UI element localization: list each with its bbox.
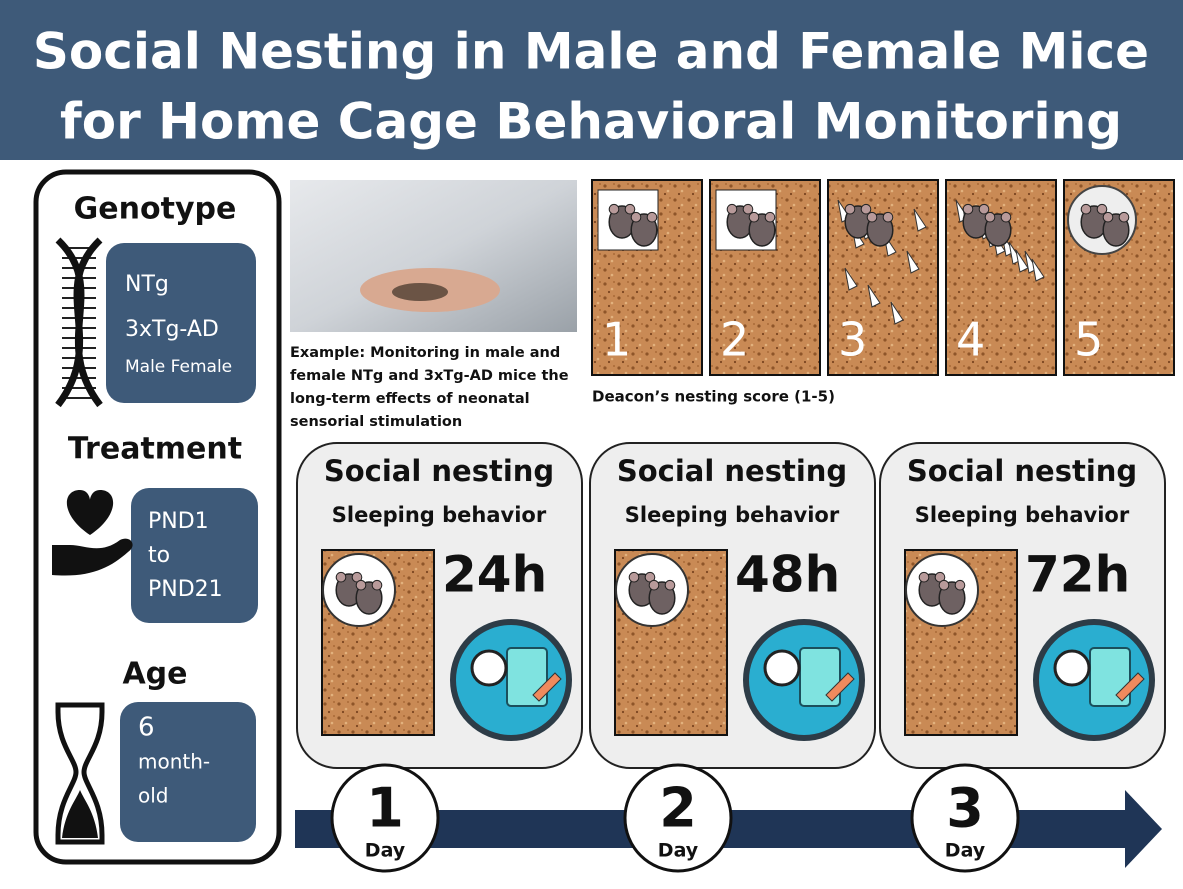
panel-title: Social nesting xyxy=(907,454,1137,488)
mouse-ear xyxy=(883,212,893,222)
infographic: Social Nesting in Male and Female Mice fo… xyxy=(0,0,1183,885)
stopwatch xyxy=(1055,651,1089,685)
nest-score: 5 xyxy=(1074,313,1103,367)
section-heading: Genotype xyxy=(74,192,237,227)
mouse-ear xyxy=(665,580,675,590)
mouse-ear xyxy=(985,212,995,222)
mouse-ear xyxy=(743,204,753,214)
section-line: month- xyxy=(138,750,210,774)
mouse-ear xyxy=(765,212,775,222)
mouse-ear xyxy=(867,212,877,222)
section-line: 6 xyxy=(138,713,155,743)
day-unit: Day xyxy=(658,840,699,862)
photo-caption: Example: Monitoring in male and xyxy=(290,345,560,361)
mouse-ear xyxy=(979,204,989,214)
photo-caption: sensorial stimulation xyxy=(290,414,462,430)
mouse-ear xyxy=(919,572,929,582)
mouse-ear xyxy=(356,580,366,590)
mouse-ear xyxy=(939,580,949,590)
mouse-ear xyxy=(609,204,619,214)
photo-caption: female NTg and 3xTg-AD mice the xyxy=(290,368,569,384)
section-line: PND1 xyxy=(148,509,209,534)
page: {"header": {"title_lines": ["Social Nest… xyxy=(0,0,1183,885)
nest-caption: Deacon’s nesting score (1-5) xyxy=(592,388,835,406)
panel-subtitle: Sleeping behavior xyxy=(915,503,1130,527)
section-line: NTg xyxy=(125,272,169,297)
nest-score: 2 xyxy=(720,313,749,367)
mouse-ear xyxy=(963,204,973,214)
panel-duration: 48h xyxy=(735,546,840,604)
mouse-ear xyxy=(1103,212,1113,222)
mouse-ear xyxy=(336,572,346,582)
mouse-ear xyxy=(625,204,635,214)
section-heading: Treatment xyxy=(68,432,242,467)
mouse-ear xyxy=(1097,204,1107,214)
day-number: 2 xyxy=(659,777,697,840)
mouse-ear xyxy=(1119,212,1129,222)
panel-duration: 24h xyxy=(442,546,547,604)
day-unit: Day xyxy=(365,840,406,862)
section-line: PND21 xyxy=(148,577,223,602)
mouse-ear xyxy=(845,204,855,214)
nest-score: 1 xyxy=(602,313,631,367)
photo-pup xyxy=(392,283,448,301)
title-line: Social Nesting in Male and Female Mice xyxy=(33,23,1149,81)
day-number: 1 xyxy=(366,777,404,840)
stopwatch xyxy=(765,651,799,685)
photo-caption: long-term effects of neonatal xyxy=(290,391,530,407)
section-heading: Age xyxy=(122,657,187,692)
mouse-ear xyxy=(1001,212,1011,222)
mouse-ear xyxy=(631,212,641,222)
panel-subtitle: Sleeping behavior xyxy=(332,503,547,527)
mouse-ear xyxy=(649,580,659,590)
mouse-ear xyxy=(727,204,737,214)
section-line: Male Female xyxy=(125,357,232,377)
panel-subtitle: Sleeping behavior xyxy=(625,503,840,527)
title-line: for Home Cage Behavioral Monitoring xyxy=(60,93,1122,151)
mouse-ear xyxy=(372,580,382,590)
section-line: 3xTg-AD xyxy=(125,317,219,342)
nest-score: 3 xyxy=(838,313,867,367)
mouse-ear xyxy=(861,204,871,214)
nest-score: 4 xyxy=(956,313,985,367)
mouse-ear xyxy=(647,212,657,222)
mouse-ear xyxy=(749,212,759,222)
panel-title: Social nesting xyxy=(324,454,554,488)
mouse-ear xyxy=(1081,204,1091,214)
panel-title: Social nesting xyxy=(617,454,847,488)
day-unit: Day xyxy=(945,840,986,862)
section-line: old xyxy=(138,784,169,808)
day-number: 3 xyxy=(946,777,984,840)
section-line: to xyxy=(148,543,170,568)
mouse-ear xyxy=(629,572,639,582)
panel-duration: 72h xyxy=(1025,546,1130,604)
mouse-ear xyxy=(955,580,965,590)
stopwatch xyxy=(472,651,506,685)
